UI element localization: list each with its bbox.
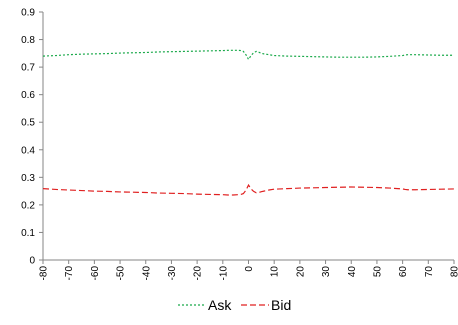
x-tick-label: -20: [193, 266, 204, 281]
y-tick-label: 0.1: [21, 228, 35, 239]
x-tick-label: -50: [116, 266, 127, 281]
y-tick-label: 0.3: [21, 173, 35, 184]
y-tick-label: 0.6: [21, 90, 35, 101]
legend: Ask Bid: [178, 297, 291, 313]
series-line-ask: [42, 49, 454, 61]
legend-label-ask: Ask: [208, 297, 232, 313]
x-tick-label: -80: [39, 266, 50, 281]
y-tick-label: 0.7: [21, 63, 35, 74]
x-tick-label: -40: [141, 266, 152, 281]
y-tick-label: 0.8: [21, 35, 35, 46]
legend-label-bid: Bid: [271, 297, 291, 313]
x-tick-label: 20: [295, 266, 306, 278]
x-tick-label: -60: [90, 266, 101, 281]
x-tick-label: 40: [347, 266, 358, 278]
x-tick-label: -70: [64, 266, 75, 281]
x-tick-label: -10: [218, 266, 229, 281]
y-tick-label: 0.2: [21, 200, 35, 211]
axes: 0 0.1 0.2 0.3 0.4 0.5 0.6 0.7 0.8 0.9 -80 -70 -60 -50…: [21, 8, 458, 281]
x-tick-label: 30: [321, 266, 332, 278]
series-line-bid: [42, 183, 455, 196]
x-tick-label: 60: [398, 266, 409, 278]
y-tick-label: 0.4: [21, 145, 35, 156]
y-tick-label: 0.9: [21, 8, 35, 19]
x-tick-label: 50: [372, 266, 383, 278]
y-tick-label: 0: [29, 256, 35, 267]
y-tick-label: 0.5: [21, 118, 35, 129]
series-layer: [42, 49, 455, 196]
x-tick-label: 70: [424, 266, 435, 278]
x-tick-label: 0: [244, 266, 255, 272]
x-tick-label: 80: [450, 266, 458, 278]
x-tick-label: -30: [167, 266, 178, 281]
x-tick-label: 10: [270, 266, 281, 278]
